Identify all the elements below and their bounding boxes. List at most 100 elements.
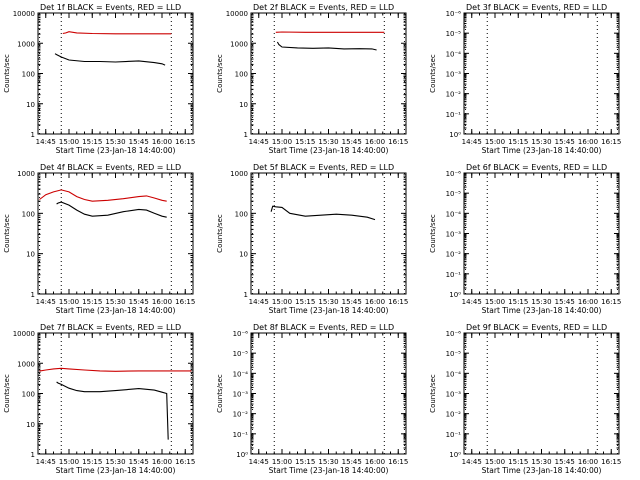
- x-tick-label: 16:15: [388, 298, 408, 306]
- chart-panel-9: Det 9f BLACK = Events, RED = LLD 10⁰ 10⁻¹ 1…: [429, 323, 621, 475]
- x-axis-label: Start Time (23-Jan-18 14:40:00): [56, 306, 176, 315]
- y-axis-label: Counts/sec: [3, 214, 11, 253]
- y-tick-label: 1000: [230, 40, 248, 48]
- x-tick-label: 15:45: [555, 138, 575, 146]
- x-axis-label: Start Time (23-Jan-18 14:40:00): [269, 306, 389, 315]
- lld-series-line: [62, 31, 172, 35]
- x-tick-label: 14:45: [462, 298, 482, 306]
- x-tick-label: 15:00: [272, 138, 292, 146]
- x-tick-label: 16:00: [365, 138, 385, 146]
- x-tick-label: 15:00: [272, 458, 292, 466]
- y-tick-label: 10⁻¹: [446, 111, 462, 119]
- x-tick-label: 16:00: [152, 138, 172, 146]
- y-tick-label: 1: [31, 131, 35, 139]
- x-tick-label: 15:00: [59, 138, 79, 146]
- y-axis-label: Counts/sec: [429, 374, 437, 413]
- x-tick-label: 15:00: [485, 458, 505, 466]
- x-tick-label: 15:00: [59, 458, 79, 466]
- events-series-line: [276, 41, 377, 51]
- x-tick-label: 14:45: [249, 298, 269, 306]
- y-tick-label: 1: [244, 291, 248, 299]
- x-tick-label: 15:00: [485, 298, 505, 306]
- x-tick-label: 16:15: [601, 138, 621, 146]
- y-axis-label: Counts/sec: [3, 54, 11, 93]
- y-tick-label: 1000: [230, 170, 248, 178]
- chart-title: Det 1f BLACK = Events, RED = LLD: [40, 3, 181, 12]
- x-tick-label: 15:00: [59, 298, 79, 306]
- x-axis-label: Start Time (23-Jan-18 14:40:00): [56, 466, 176, 475]
- y-tick-label: 10⁰: [449, 451, 461, 459]
- x-tick-label: 15:30: [531, 138, 551, 146]
- y-tick-label: 10⁰: [449, 291, 461, 299]
- x-tick-label: 15:45: [555, 458, 575, 466]
- y-tick-label: 10⁻⁴: [446, 370, 462, 378]
- y-tick-label: 10: [26, 101, 35, 109]
- x-tick-label: 14:45: [36, 138, 56, 146]
- chart-panel-6: Det 6f BLACK = Events, RED = LLD 10⁰ 10⁻¹ 1…: [429, 163, 621, 315]
- x-tick-label: 15:15: [82, 138, 102, 146]
- x-tick-label: 16:00: [578, 458, 598, 466]
- x-axis-label: Start Time (23-Jan-18 14:40:00): [482, 306, 602, 315]
- events-series-line: [270, 205, 376, 221]
- y-tick-label: 10⁻²: [446, 91, 462, 99]
- y-tick-label: 1000: [17, 40, 35, 48]
- chart-panel-5: Det 5f BLACK = Events, RED = LLD 1 10 100 10…: [216, 163, 408, 315]
- x-tick-label: 16:15: [175, 138, 195, 146]
- y-tick-label: 10: [239, 251, 248, 259]
- y-tick-label: 1: [31, 451, 35, 459]
- y-tick-label: 1: [244, 131, 248, 139]
- y-tick-label: 10⁻⁶: [446, 10, 462, 18]
- y-tick-label: 10⁻⁵: [233, 350, 249, 358]
- events-series-line: [56, 201, 167, 218]
- y-tick-label: 10⁻²: [446, 251, 462, 259]
- x-tick-label: 15:00: [272, 298, 292, 306]
- chart-title: Det 2f BLACK = Events, RED = LLD: [253, 3, 394, 12]
- x-tick-label: 16:15: [388, 138, 408, 146]
- chart-title: Det 4f BLACK = Events, RED = LLD: [40, 163, 181, 172]
- y-tick-label: 10⁻⁴: [233, 370, 249, 378]
- x-tick-label: 15:45: [342, 138, 362, 146]
- chart-title: Det 5f BLACK = Events, RED = LLD: [253, 163, 394, 172]
- chart-title: Det 3f BLACK = Events, RED = LLD: [466, 3, 607, 12]
- x-tick-label: 16:15: [601, 298, 621, 306]
- chart-title: Det 7f BLACK = Events, RED = LLD: [40, 323, 181, 332]
- chart-panel-4: Det 4f BLACK = Events, RED = LLD 1 10 100 10…: [3, 163, 195, 315]
- x-tick-label: 15:45: [342, 298, 362, 306]
- y-axis-label: Counts/sec: [3, 374, 11, 413]
- x-tick-label: 15:30: [105, 458, 125, 466]
- x-tick-label: 15:30: [105, 138, 125, 146]
- events-series-line: [56, 381, 169, 440]
- y-axis-label: Counts/sec: [429, 214, 437, 253]
- y-tick-label: 10⁻⁵: [446, 30, 462, 38]
- x-tick-label: 16:15: [175, 298, 195, 306]
- y-tick-label: 1: [31, 291, 35, 299]
- y-tick-label: 1000: [17, 360, 35, 368]
- x-tick-label: 15:45: [555, 298, 575, 306]
- y-tick-label: 10000: [226, 10, 248, 18]
- x-tick-label: 14:45: [36, 298, 56, 306]
- y-tick-label: 10: [239, 101, 248, 109]
- x-tick-label: 14:45: [249, 138, 269, 146]
- x-tick-label: 15:15: [295, 138, 315, 146]
- chart-title: Det 9f BLACK = Events, RED = LLD: [466, 323, 607, 332]
- x-axis-label: Start Time (23-Jan-18 14:40:00): [269, 146, 389, 155]
- x-axis-label: Start Time (23-Jan-18 14:40:00): [482, 466, 602, 475]
- x-tick-label: 15:30: [318, 138, 338, 146]
- y-tick-label: 10⁻⁴: [446, 50, 462, 58]
- x-tick-label: 16:15: [175, 458, 195, 466]
- x-tick-label: 15:30: [318, 298, 338, 306]
- x-tick-label: 15:15: [82, 298, 102, 306]
- x-tick-label: 15:15: [508, 458, 528, 466]
- x-axis-label: Start Time (23-Jan-18 14:40:00): [56, 146, 176, 155]
- x-tick-label: 15:15: [508, 138, 528, 146]
- x-axis-label: Start Time (23-Jan-18 14:40:00): [269, 466, 389, 475]
- y-tick-label: 10⁻³: [446, 391, 462, 399]
- x-tick-label: 15:15: [295, 298, 315, 306]
- y-tick-label: 10⁻³: [446, 71, 462, 79]
- y-tick-label: 100: [22, 71, 35, 79]
- y-tick-label: 10⁰: [236, 451, 248, 459]
- y-tick-label: 100: [22, 210, 35, 218]
- y-tick-label: 100: [235, 210, 248, 218]
- x-tick-label: 14:45: [249, 458, 269, 466]
